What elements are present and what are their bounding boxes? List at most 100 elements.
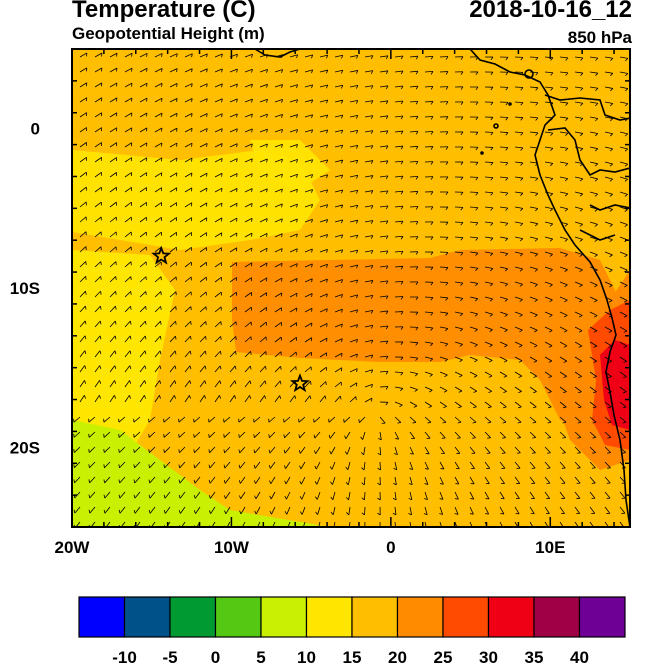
wind-barb <box>319 308 328 313</box>
wind-barb <box>589 116 598 119</box>
wind-barb-flag <box>281 99 283 103</box>
wind-barb <box>349 396 357 403</box>
wind-barb-flag <box>99 380 102 384</box>
wind-barb <box>319 189 328 193</box>
wind-barb <box>194 461 201 469</box>
wind-barb <box>379 130 388 133</box>
wind-barb-flag <box>408 483 413 486</box>
wind-barb <box>379 100 388 103</box>
wind-barb <box>289 114 298 118</box>
wind-barb <box>604 326 613 332</box>
wind-barb-flag <box>564 284 568 288</box>
wind-barb <box>364 280 373 283</box>
wind-barb <box>619 281 628 286</box>
wind-barb-flag <box>400 85 404 90</box>
wind-barb <box>214 321 222 328</box>
wind-barb-flag <box>519 299 523 302</box>
wind-barb <box>379 355 388 358</box>
wind-barb <box>343 416 351 423</box>
wind-barb <box>574 476 581 484</box>
wind-barb-flag <box>341 264 344 269</box>
wind-barb <box>229 202 238 208</box>
wind-barb <box>74 476 81 484</box>
wind-barb <box>544 131 553 134</box>
wind-barb-flag <box>236 98 238 103</box>
wind-barb-flag <box>624 103 629 107</box>
wind-barb-flag <box>445 312 449 316</box>
wind-barb <box>255 491 261 500</box>
wind-barb <box>229 291 237 298</box>
wind-barb-flag <box>579 223 583 227</box>
wind-barb <box>169 261 177 268</box>
wind-barb-flag <box>520 162 524 166</box>
wind-barb <box>514 116 524 119</box>
wind-barb <box>424 416 432 423</box>
wind-barb <box>469 191 479 193</box>
wind-barb <box>214 306 222 313</box>
wind-barb <box>109 201 117 208</box>
wind-barb-flag <box>624 209 628 212</box>
wind-barb-flag <box>209 510 212 514</box>
wind-barb <box>349 114 358 118</box>
wind-barb-flag <box>520 132 524 136</box>
wind-barb-flag <box>88 494 91 499</box>
wind-barb <box>499 221 508 224</box>
wind-barb-flag <box>356 85 359 89</box>
wind-barb-flag <box>429 374 433 377</box>
wind-barb-flag <box>408 528 411 530</box>
wind-barb <box>274 336 282 343</box>
wind-barb <box>109 52 118 58</box>
wind-barb <box>302 521 306 527</box>
wind-barb <box>244 351 251 358</box>
wind-barb-flag <box>504 329 508 333</box>
wind-barb <box>244 173 253 178</box>
wind-barb <box>394 446 398 455</box>
wind-barb-flag <box>474 359 478 363</box>
wind-barb <box>274 395 280 403</box>
wind-barb-flag <box>518 345 523 348</box>
wind-barb <box>184 53 193 58</box>
wind-barb-flag <box>505 56 509 61</box>
wind-barb <box>349 249 358 253</box>
wind-barb <box>169 350 176 358</box>
wind-barb <box>179 461 186 469</box>
wind-barb-flag <box>330 511 334 516</box>
wind-barb <box>259 98 268 103</box>
wind-barb-flag <box>311 129 314 134</box>
wind-barb-flag <box>445 56 449 60</box>
wind-barb-flag <box>250 351 252 355</box>
wind-barb-flag <box>460 222 464 226</box>
wind-barb <box>348 506 351 515</box>
wind-barb <box>289 129 298 133</box>
wind-barb-flag <box>579 284 583 288</box>
wind-barb <box>359 416 366 423</box>
wind-barb-flag <box>564 269 568 272</box>
wind-barb <box>604 161 613 165</box>
wind-barb-flag <box>490 162 494 166</box>
wind-barb-flag <box>73 464 75 468</box>
wind-barb <box>469 296 478 300</box>
wind-barb-flag <box>577 421 582 424</box>
wind-barb-flag <box>400 236 404 240</box>
wind-barb <box>274 99 283 103</box>
wind-barb-flag <box>191 68 193 73</box>
wind-barb <box>529 71 539 74</box>
wind-barb-flag <box>311 263 313 268</box>
wind-barb <box>229 380 236 388</box>
wind-barb <box>499 281 508 285</box>
wind-barb <box>244 395 250 403</box>
wind-barb-flag <box>592 406 597 409</box>
wind-barb-flag <box>487 406 492 409</box>
wind-barb <box>259 188 268 193</box>
wind-barb-flag <box>385 325 389 330</box>
wind-barb-flag <box>490 192 494 196</box>
wind-barb-flag <box>517 406 522 409</box>
wind-barb <box>499 506 505 515</box>
wind-barb <box>469 221 479 224</box>
wind-barb <box>304 159 313 163</box>
wind-barb <box>139 291 147 298</box>
wind-barb-flag <box>625 58 629 62</box>
wind-barb <box>109 320 116 328</box>
wind-barb-flag <box>487 421 492 424</box>
wind-barb <box>274 292 283 298</box>
